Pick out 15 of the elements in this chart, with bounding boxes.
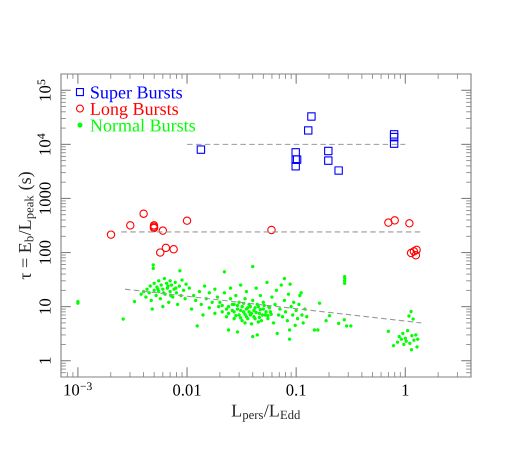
x-tick-label: 0.1 xyxy=(286,384,306,396)
legend-label: Long Bursts xyxy=(90,103,178,119)
y-tick-label: 1 xyxy=(40,358,51,364)
x-axis-title: L$_{pers}$/L$_{Edd}$ xyxy=(232,404,300,422)
x-tick-label: 10$^{−3}$ xyxy=(64,382,92,396)
y-tick-label: 10 xyxy=(39,298,51,314)
legend-label: Super Bursts xyxy=(91,86,182,102)
legend-label: Normal Bursts xyxy=(90,118,196,132)
y-tick-label: 100 xyxy=(39,240,51,264)
x-tick-label: 0.01 xyxy=(173,384,201,396)
y-tick-label: 10$^{4}$ xyxy=(37,134,51,154)
x-tick-label: 1 xyxy=(402,384,408,396)
y-axis-title: τ = E$_{b}$/L$_{peak}$ (s) xyxy=(18,172,36,280)
y-tick-label: 10$^{5}$ xyxy=(38,80,51,100)
y-tick-label: 1000 xyxy=(39,182,51,214)
